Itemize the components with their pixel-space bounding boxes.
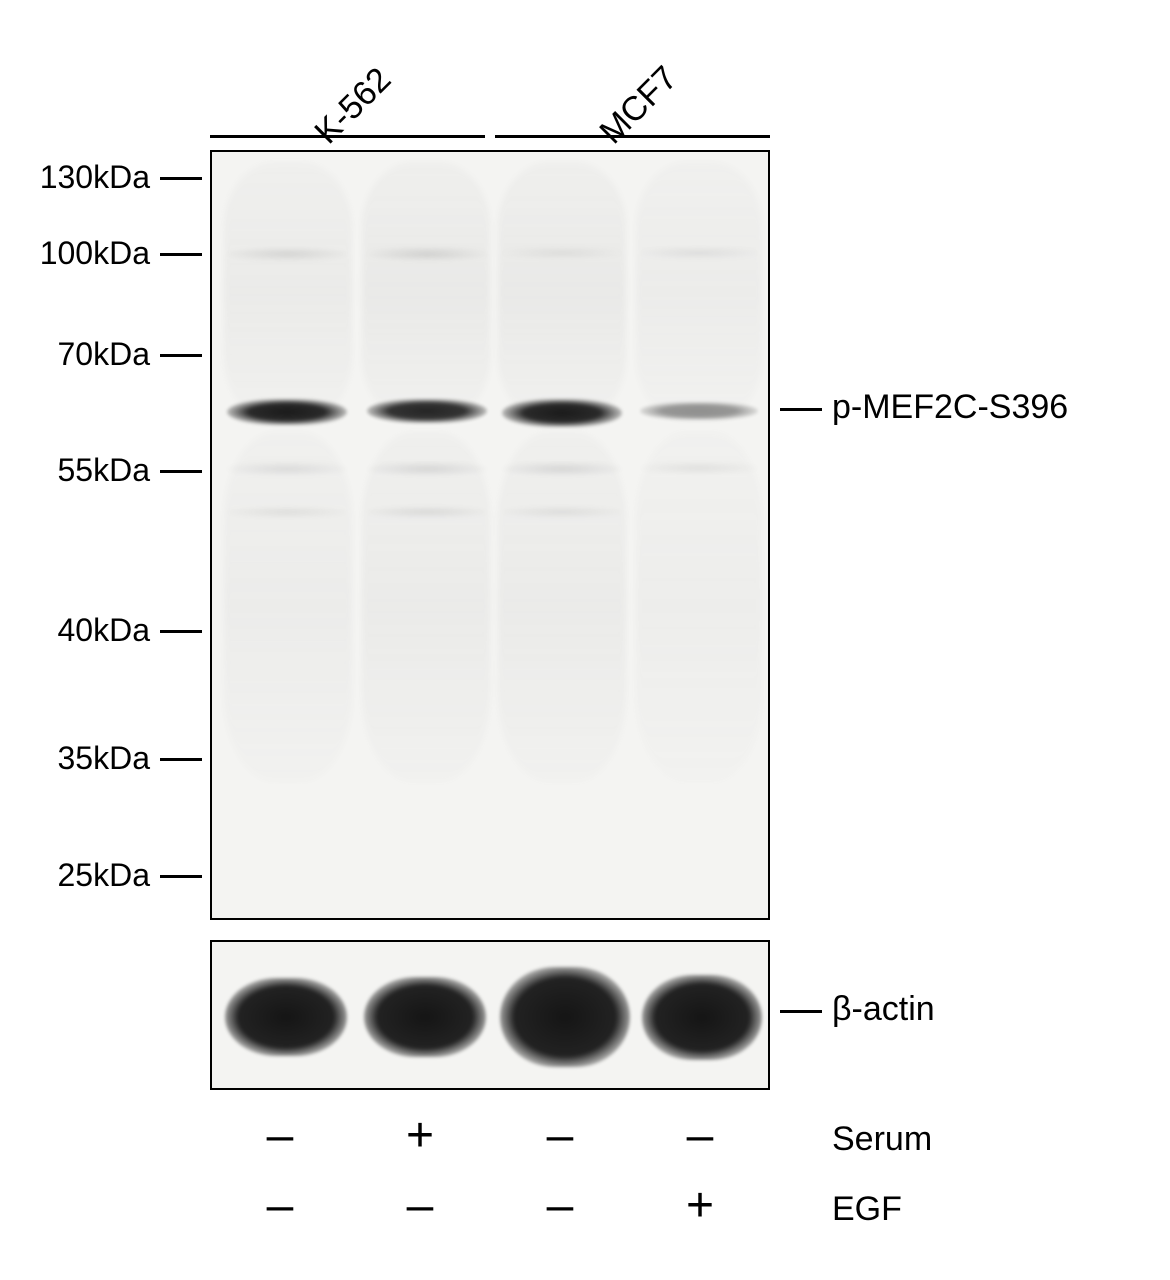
mw-label: 35kDa: [10, 740, 150, 777]
protein-label: p-MEF2C-S396: [832, 388, 1068, 427]
nonspecific-band: [367, 247, 487, 261]
treatment-symbol: –: [255, 1182, 305, 1230]
lane-smear: [498, 162, 626, 422]
cell-line-label-mcf7: MCF7: [592, 59, 685, 152]
protein-label: β-actin: [832, 990, 935, 1029]
nonspecific-band: [640, 247, 758, 259]
treatment-symbol: –: [535, 1112, 585, 1160]
target-band: [367, 399, 487, 423]
mw-label: 40kDa: [10, 612, 150, 649]
lane-smear: [224, 162, 352, 422]
mw-tick: [160, 253, 202, 256]
nonspecific-band: [227, 506, 347, 518]
actin-band: [642, 975, 762, 1060]
treatment-label: EGF: [832, 1190, 902, 1229]
main-blot: [210, 150, 770, 920]
protein-tick: [780, 1010, 822, 1013]
mw-label: 130kDa: [10, 159, 150, 196]
treatment-symbol: –: [675, 1112, 725, 1160]
treatment-symbol: –: [395, 1182, 445, 1230]
lane-smear: [224, 432, 352, 782]
mw-label: 25kDa: [10, 857, 150, 894]
treatment-symbol: –: [535, 1182, 585, 1230]
lane-smear: [636, 432, 762, 782]
lane-smear: [362, 432, 490, 782]
nonspecific-band: [502, 506, 622, 518]
nonspecific-band: [367, 462, 487, 476]
target-band: [502, 399, 622, 427]
mw-label: 100kDa: [10, 235, 150, 272]
treatment-symbol: +: [395, 1112, 445, 1160]
lane-smear: [362, 162, 490, 422]
nonspecific-band: [640, 462, 758, 474]
mw-tick: [160, 630, 202, 633]
protein-tick: [780, 408, 822, 411]
mw-tick: [160, 354, 202, 357]
actin-blot: [210, 940, 770, 1090]
header-underline-k562: [210, 135, 485, 138]
actin-band: [364, 977, 486, 1057]
header-underline-mcf7: [495, 135, 770, 138]
mw-tick: [160, 875, 202, 878]
mw-tick: [160, 177, 202, 180]
nonspecific-band: [367, 506, 487, 518]
actin-band: [225, 978, 347, 1056]
nonspecific-band: [227, 462, 347, 476]
treatment-label: Serum: [832, 1120, 932, 1159]
mw-tick: [160, 758, 202, 761]
actin-band: [500, 967, 630, 1067]
mw-label: 55kDa: [10, 452, 150, 489]
treatment-symbol: +: [675, 1182, 725, 1230]
nonspecific-band: [502, 247, 622, 259]
cell-line-label-k562: K-562: [307, 60, 399, 152]
target-band: [640, 402, 758, 420]
treatment-symbol: –: [255, 1112, 305, 1160]
target-band: [227, 399, 347, 425]
nonspecific-band: [227, 247, 347, 261]
nonspecific-band: [502, 462, 622, 476]
mw-label: 70kDa: [10, 336, 150, 373]
lane-smear: [636, 162, 762, 422]
western-blot-figure: K-562 MCF7 130kDa 100kDa 70kDa 55kDa 40kDa 35…: [0, 0, 1170, 1280]
mw-tick: [160, 470, 202, 473]
lane-smear: [498, 432, 626, 782]
